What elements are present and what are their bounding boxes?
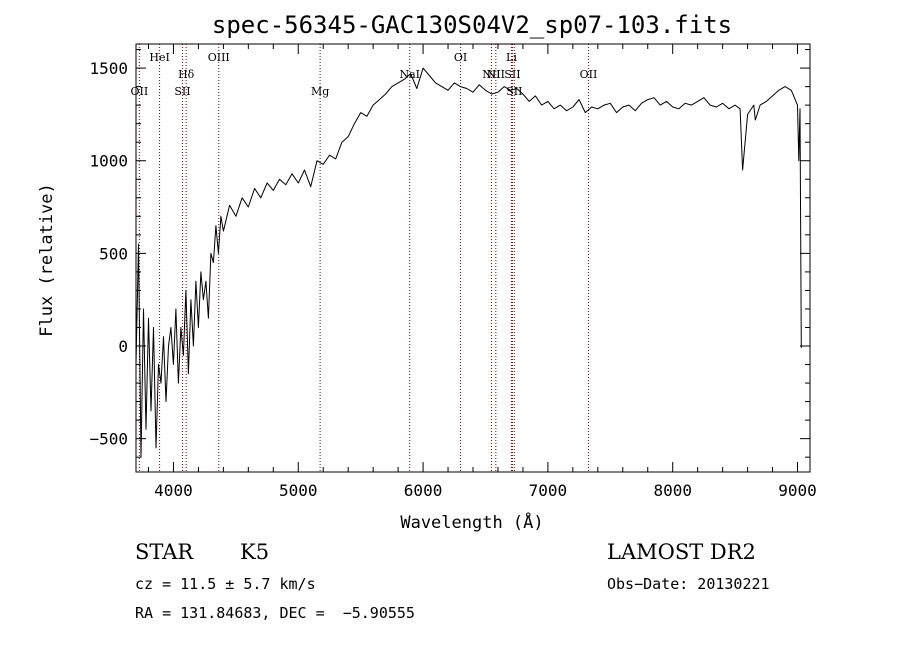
- y-tick-label: 1500: [89, 59, 128, 78]
- y-tick-label: 1000: [89, 152, 128, 171]
- x-tick-label: 8000: [653, 481, 692, 500]
- redshift-text: cz = 11.5 ± 5.7 km/s: [135, 575, 316, 593]
- x-tick-label: 5000: [279, 481, 318, 500]
- y-tick-label: −500: [89, 430, 128, 449]
- line-marker-label: Hδ: [178, 68, 195, 81]
- coordinates-text: RA = 131.84683, DEC = −5.90555: [135, 604, 415, 622]
- x-axis-label: Wavelength (Å): [400, 511, 543, 533]
- axes: 4000 5000 6000 7000 8000 9000 −500 0 500 1000 1500: [89, 43, 817, 500]
- series-line-0: [135, 67, 802, 458]
- plot-frame: [135, 43, 811, 473]
- object-subclass: K5: [240, 540, 270, 564]
- y-tick-label: 500: [99, 244, 128, 263]
- survey-label: LAMOST DR2: [607, 540, 756, 564]
- x-tick-label: 7000: [529, 481, 568, 500]
- object-class: STAR: [135, 540, 194, 564]
- line-marker-label: OII: [131, 85, 149, 98]
- y-axis-label: Flux (relative): [37, 183, 57, 337]
- obs-date-text: Obs−Date: 20130221: [607, 575, 770, 593]
- line-marker-label: OI: [454, 51, 467, 64]
- x-tick-label: 4000: [154, 481, 193, 500]
- line-marker-label: HeI: [149, 51, 169, 64]
- line-marker-label: NII: [487, 68, 505, 81]
- series-group: [135, 67, 802, 458]
- line-marker-label: OIII: [208, 51, 230, 64]
- line-marker-label: Mg: [311, 85, 329, 98]
- line-marker-label: SII: [506, 85, 522, 98]
- line-marker-label: SII: [504, 68, 520, 81]
- x-tick-label: 6000: [404, 481, 443, 500]
- x-tick-label: 9000: [778, 481, 817, 500]
- line-marker-label: Li: [506, 51, 517, 64]
- y-tick-label: 0: [118, 337, 128, 356]
- chart-title: spec-56345-GAC130S04V2_sp07-103.fits: [212, 11, 732, 39]
- line-marker-label: OII: [580, 68, 598, 81]
- line-marker-label: SII: [174, 85, 190, 98]
